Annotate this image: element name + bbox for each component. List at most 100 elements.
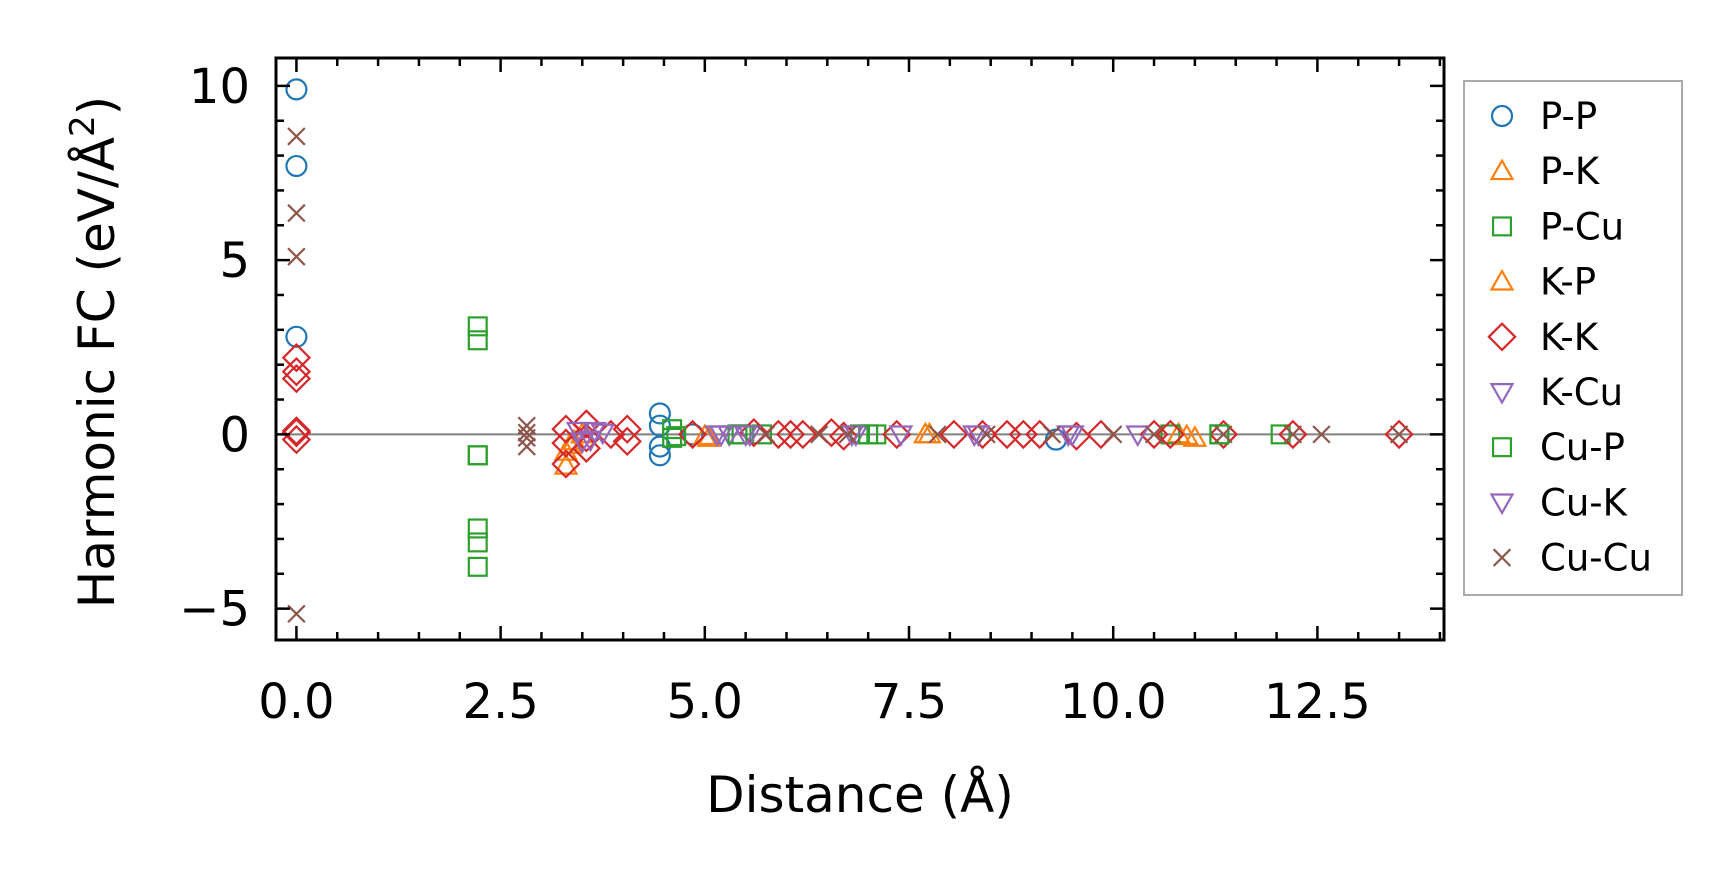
data-point	[467, 445, 488, 466]
data-point	[788, 419, 818, 450]
legend-item-p-cu: P-Cu	[1491, 205, 1624, 248]
data-point	[648, 402, 671, 425]
data-point	[285, 78, 308, 101]
series-p-p	[285, 78, 1068, 467]
data-point	[928, 425, 947, 444]
data-point	[1160, 424, 1181, 445]
data-point	[1312, 425, 1331, 444]
data-point	[1283, 425, 1303, 444]
legend-label: P-K	[1540, 150, 1601, 193]
y-tick-label: −5	[179, 582, 250, 638]
legend-label: Cu-K	[1540, 481, 1629, 524]
data-point	[612, 426, 642, 457]
x-tick-label: 0.0	[258, 674, 334, 730]
legend-label: Cu-P	[1540, 426, 1625, 469]
legend-label: Cu-Cu	[1540, 537, 1652, 580]
data-point	[517, 423, 536, 442]
data-point	[551, 449, 581, 479]
legend-item-k-p: K-P	[1489, 261, 1596, 304]
data-point	[287, 604, 306, 624]
data-point	[1214, 425, 1233, 444]
legend-item-k-cu: K-Cu	[1489, 371, 1623, 414]
data-point	[569, 432, 595, 455]
data-point	[838, 425, 857, 444]
data-point	[467, 532, 488, 553]
data-point	[977, 425, 996, 444]
data-point	[1155, 419, 1186, 450]
x-tick-label: 10.0	[1060, 674, 1167, 730]
legend-item-cu-cu: Cu-Cu	[1492, 537, 1652, 580]
legend-label: K-K	[1540, 316, 1600, 359]
data-point	[1384, 419, 1414, 450]
x-axis-label: Distance (Å)	[706, 766, 1014, 824]
legend-item-cu-k: Cu-K	[1489, 481, 1629, 524]
data-point	[281, 416, 312, 446]
data-point	[287, 247, 306, 266]
data-point	[677, 419, 708, 450]
data-point	[281, 343, 312, 373]
data-point	[281, 417, 312, 448]
data-point	[775, 419, 806, 450]
y-tick-label: 10	[189, 59, 250, 115]
data-point	[287, 203, 306, 223]
y-axis-label: Harmonic FC (eV/Å2)	[63, 96, 126, 608]
x-tick-label: 2.5	[462, 674, 538, 730]
legend-marker	[1489, 268, 1515, 291]
data-point	[582, 421, 607, 444]
legend-item-p-k: P-K	[1489, 150, 1601, 193]
data-point	[281, 363, 312, 394]
data-point	[590, 423, 616, 446]
y-tick-label: 5	[219, 233, 250, 289]
data-point	[708, 425, 734, 448]
x-tick-label: 12.5	[1264, 674, 1371, 730]
data-point	[571, 409, 602, 439]
data-point	[648, 444, 671, 467]
legend-item-p-p: P-P	[1490, 95, 1597, 138]
data-point	[517, 437, 536, 456]
data-point	[467, 518, 488, 539]
data-point	[828, 421, 859, 451]
data-point	[1270, 424, 1291, 445]
legend-marker	[1487, 322, 1517, 352]
data-point	[285, 325, 308, 348]
data-point	[1389, 425, 1409, 444]
x-tick-label: 7.5	[871, 674, 947, 730]
legend-marker	[1489, 383, 1515, 405]
data-point	[281, 356, 312, 387]
data-point	[1061, 421, 1092, 451]
data-point	[467, 556, 488, 577]
data-point	[733, 425, 759, 448]
data-point	[662, 427, 683, 448]
data-point	[739, 417, 769, 448]
legend-label: P-P	[1540, 95, 1597, 138]
legend-marker	[1491, 216, 1513, 237]
data-point	[281, 424, 312, 455]
data-point	[1144, 425, 1164, 444]
data-point	[467, 445, 488, 466]
data-point	[1182, 425, 1208, 447]
data-point	[1125, 425, 1151, 448]
y-axis-label-close: )	[68, 96, 126, 116]
data-point	[517, 428, 536, 448]
x-tick-label: 5.0	[667, 674, 743, 730]
legend-marker	[1492, 548, 1512, 567]
legend-label: K-Cu	[1540, 371, 1623, 414]
legend-label: K-P	[1540, 261, 1596, 304]
legend-item-cu-p: Cu-P	[1491, 426, 1625, 469]
data-point	[1104, 425, 1123, 444]
data-point	[1174, 423, 1200, 446]
data-point	[467, 330, 488, 351]
legend: P-P P-K P-Cu K-P K-K K-Cu Cu-P Cu-K Cu-Cu	[1463, 80, 1683, 596]
legend-marker	[1489, 158, 1515, 181]
series-cu-cu	[287, 127, 1409, 624]
data-point	[882, 419, 912, 450]
data-point	[1209, 424, 1230, 445]
legend-label: P-Cu	[1540, 205, 1624, 248]
data-point	[809, 425, 829, 444]
data-point	[939, 419, 969, 450]
plot-area-frame	[274, 56, 1446, 642]
data-point	[1278, 419, 1308, 450]
data-point	[681, 423, 704, 446]
y-tick-label: 0	[219, 407, 250, 463]
